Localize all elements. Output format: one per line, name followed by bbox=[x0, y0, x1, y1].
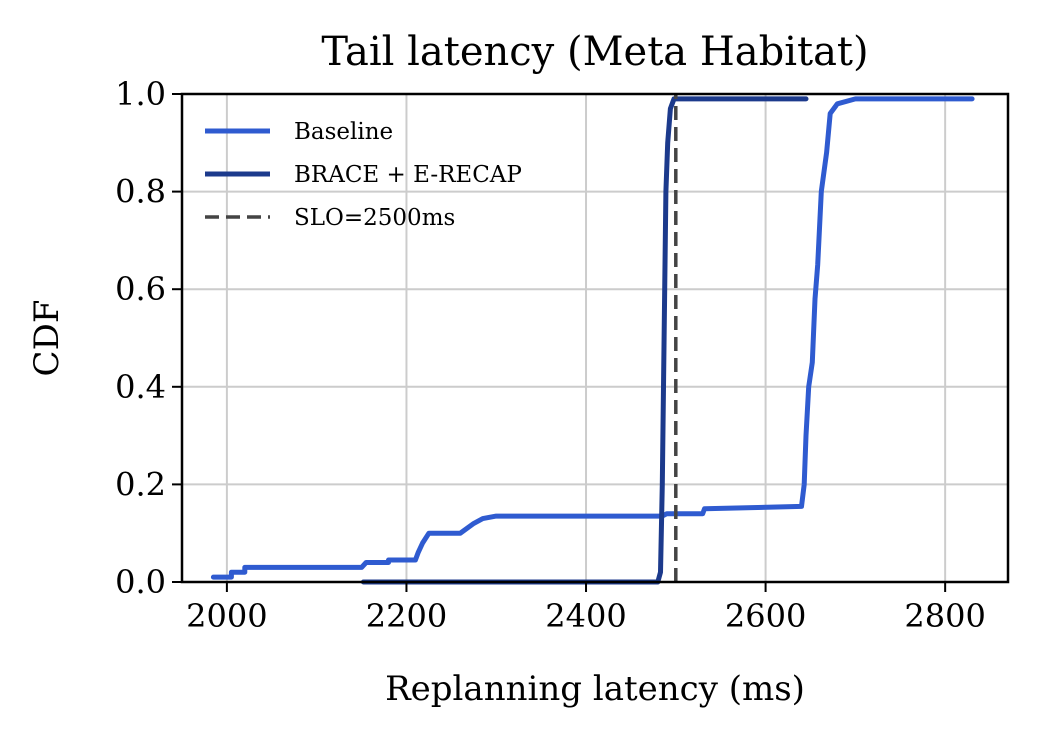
x-tick-label: 2400 bbox=[545, 597, 626, 635]
legend-label: SLO=2500ms bbox=[294, 205, 455, 231]
x-tick-label: 2000 bbox=[186, 597, 267, 635]
x-tick-label: 2800 bbox=[904, 597, 985, 635]
y-tick-label: 0.8 bbox=[115, 173, 166, 211]
legend: Baseline BRACE + E-RECAP SLO=2500ms bbox=[205, 119, 522, 231]
chart-title: Tail latency (Meta Habitat) bbox=[321, 29, 868, 75]
y-tick-label: 1.0 bbox=[115, 75, 166, 113]
legend-label: Baseline bbox=[294, 119, 393, 145]
y-tick-label: 0.2 bbox=[115, 465, 166, 503]
series-line-brace-e-recap bbox=[360, 96, 809, 585]
y-tick-label: 0.4 bbox=[115, 368, 166, 406]
x-axis-label: Replanning latency (ms) bbox=[385, 669, 805, 709]
y-tick-label: 0.6 bbox=[115, 270, 166, 308]
legend-label: BRACE + E-RECAP bbox=[294, 162, 522, 188]
y-axis-label: CDF bbox=[27, 300, 67, 377]
plot-frame bbox=[180, 92, 1010, 584]
series-group bbox=[210, 94, 975, 585]
series-line-baseline bbox=[210, 96, 975, 580]
x-tick-label: 2200 bbox=[366, 597, 447, 635]
x-tick-label: 2600 bbox=[725, 597, 806, 635]
axis-ticks: 2000 2200 2400 2600 2800 0.0 0.2 0.4 0.6 0.8 1.0 bbox=[115, 75, 986, 635]
y-tick-label: 0.0 bbox=[115, 563, 166, 601]
